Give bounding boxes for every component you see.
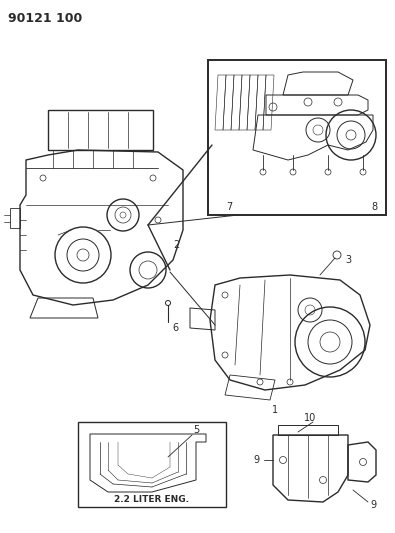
Text: 3: 3 bbox=[345, 255, 351, 265]
Text: 1: 1 bbox=[272, 405, 278, 415]
Text: 6: 6 bbox=[172, 323, 178, 333]
Text: 2.2 LITER ENG.: 2.2 LITER ENG. bbox=[115, 495, 190, 504]
Text: 8: 8 bbox=[372, 202, 378, 212]
Text: 10: 10 bbox=[304, 413, 316, 423]
Text: 7: 7 bbox=[226, 202, 232, 212]
Text: 2: 2 bbox=[173, 240, 179, 250]
Text: 9: 9 bbox=[370, 500, 376, 510]
Bar bbox=[208, 60, 386, 215]
Text: 5: 5 bbox=[193, 425, 199, 435]
Text: 90121 100: 90121 100 bbox=[8, 12, 82, 25]
Bar bbox=[78, 422, 226, 507]
Text: 9: 9 bbox=[254, 455, 260, 465]
